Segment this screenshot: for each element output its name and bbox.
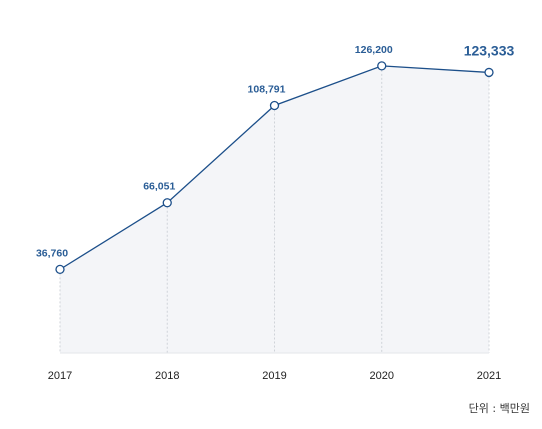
data-label-2020: 126,200 [355, 44, 393, 56]
unit-value: 백만원 [499, 402, 530, 415]
x-tick-label-2017: 2017 [48, 370, 72, 382]
unit-note: 단위 : 백만원 [469, 400, 530, 416]
vertical-guide-lines [59, 65, 490, 353]
data-points [55, 61, 494, 275]
unit-separator: : [492, 402, 497, 415]
data-labels: 36,760 66,051 108,791 126,200 123,333 [36, 42, 515, 259]
data-point-2017 [55, 264, 65, 275]
x-tick-label-2020: 2020 [370, 370, 394, 382]
data-label-2019: 108,791 [248, 84, 286, 96]
data-point-2020 [377, 61, 387, 71]
data-label-2018: 66,051 [143, 181, 175, 193]
unit-label: 단위 [468, 402, 489, 415]
data-point-2018 [162, 198, 172, 208]
area-fill [60, 65, 489, 354]
data-label-2021: 123,333 [464, 42, 515, 58]
data-point-2021 [484, 67, 494, 78]
x-tick-label-2021: 2021 [477, 370, 501, 382]
data-point-2019 [269, 100, 280, 111]
data-label-2017: 36,760 [36, 247, 68, 259]
x-tick-label-2018: 2018 [155, 370, 179, 382]
x-tick-label-2019: 2019 [262, 370, 286, 382]
x-tick-labels: 2017 2018 2019 2020 2021 [48, 370, 501, 382]
